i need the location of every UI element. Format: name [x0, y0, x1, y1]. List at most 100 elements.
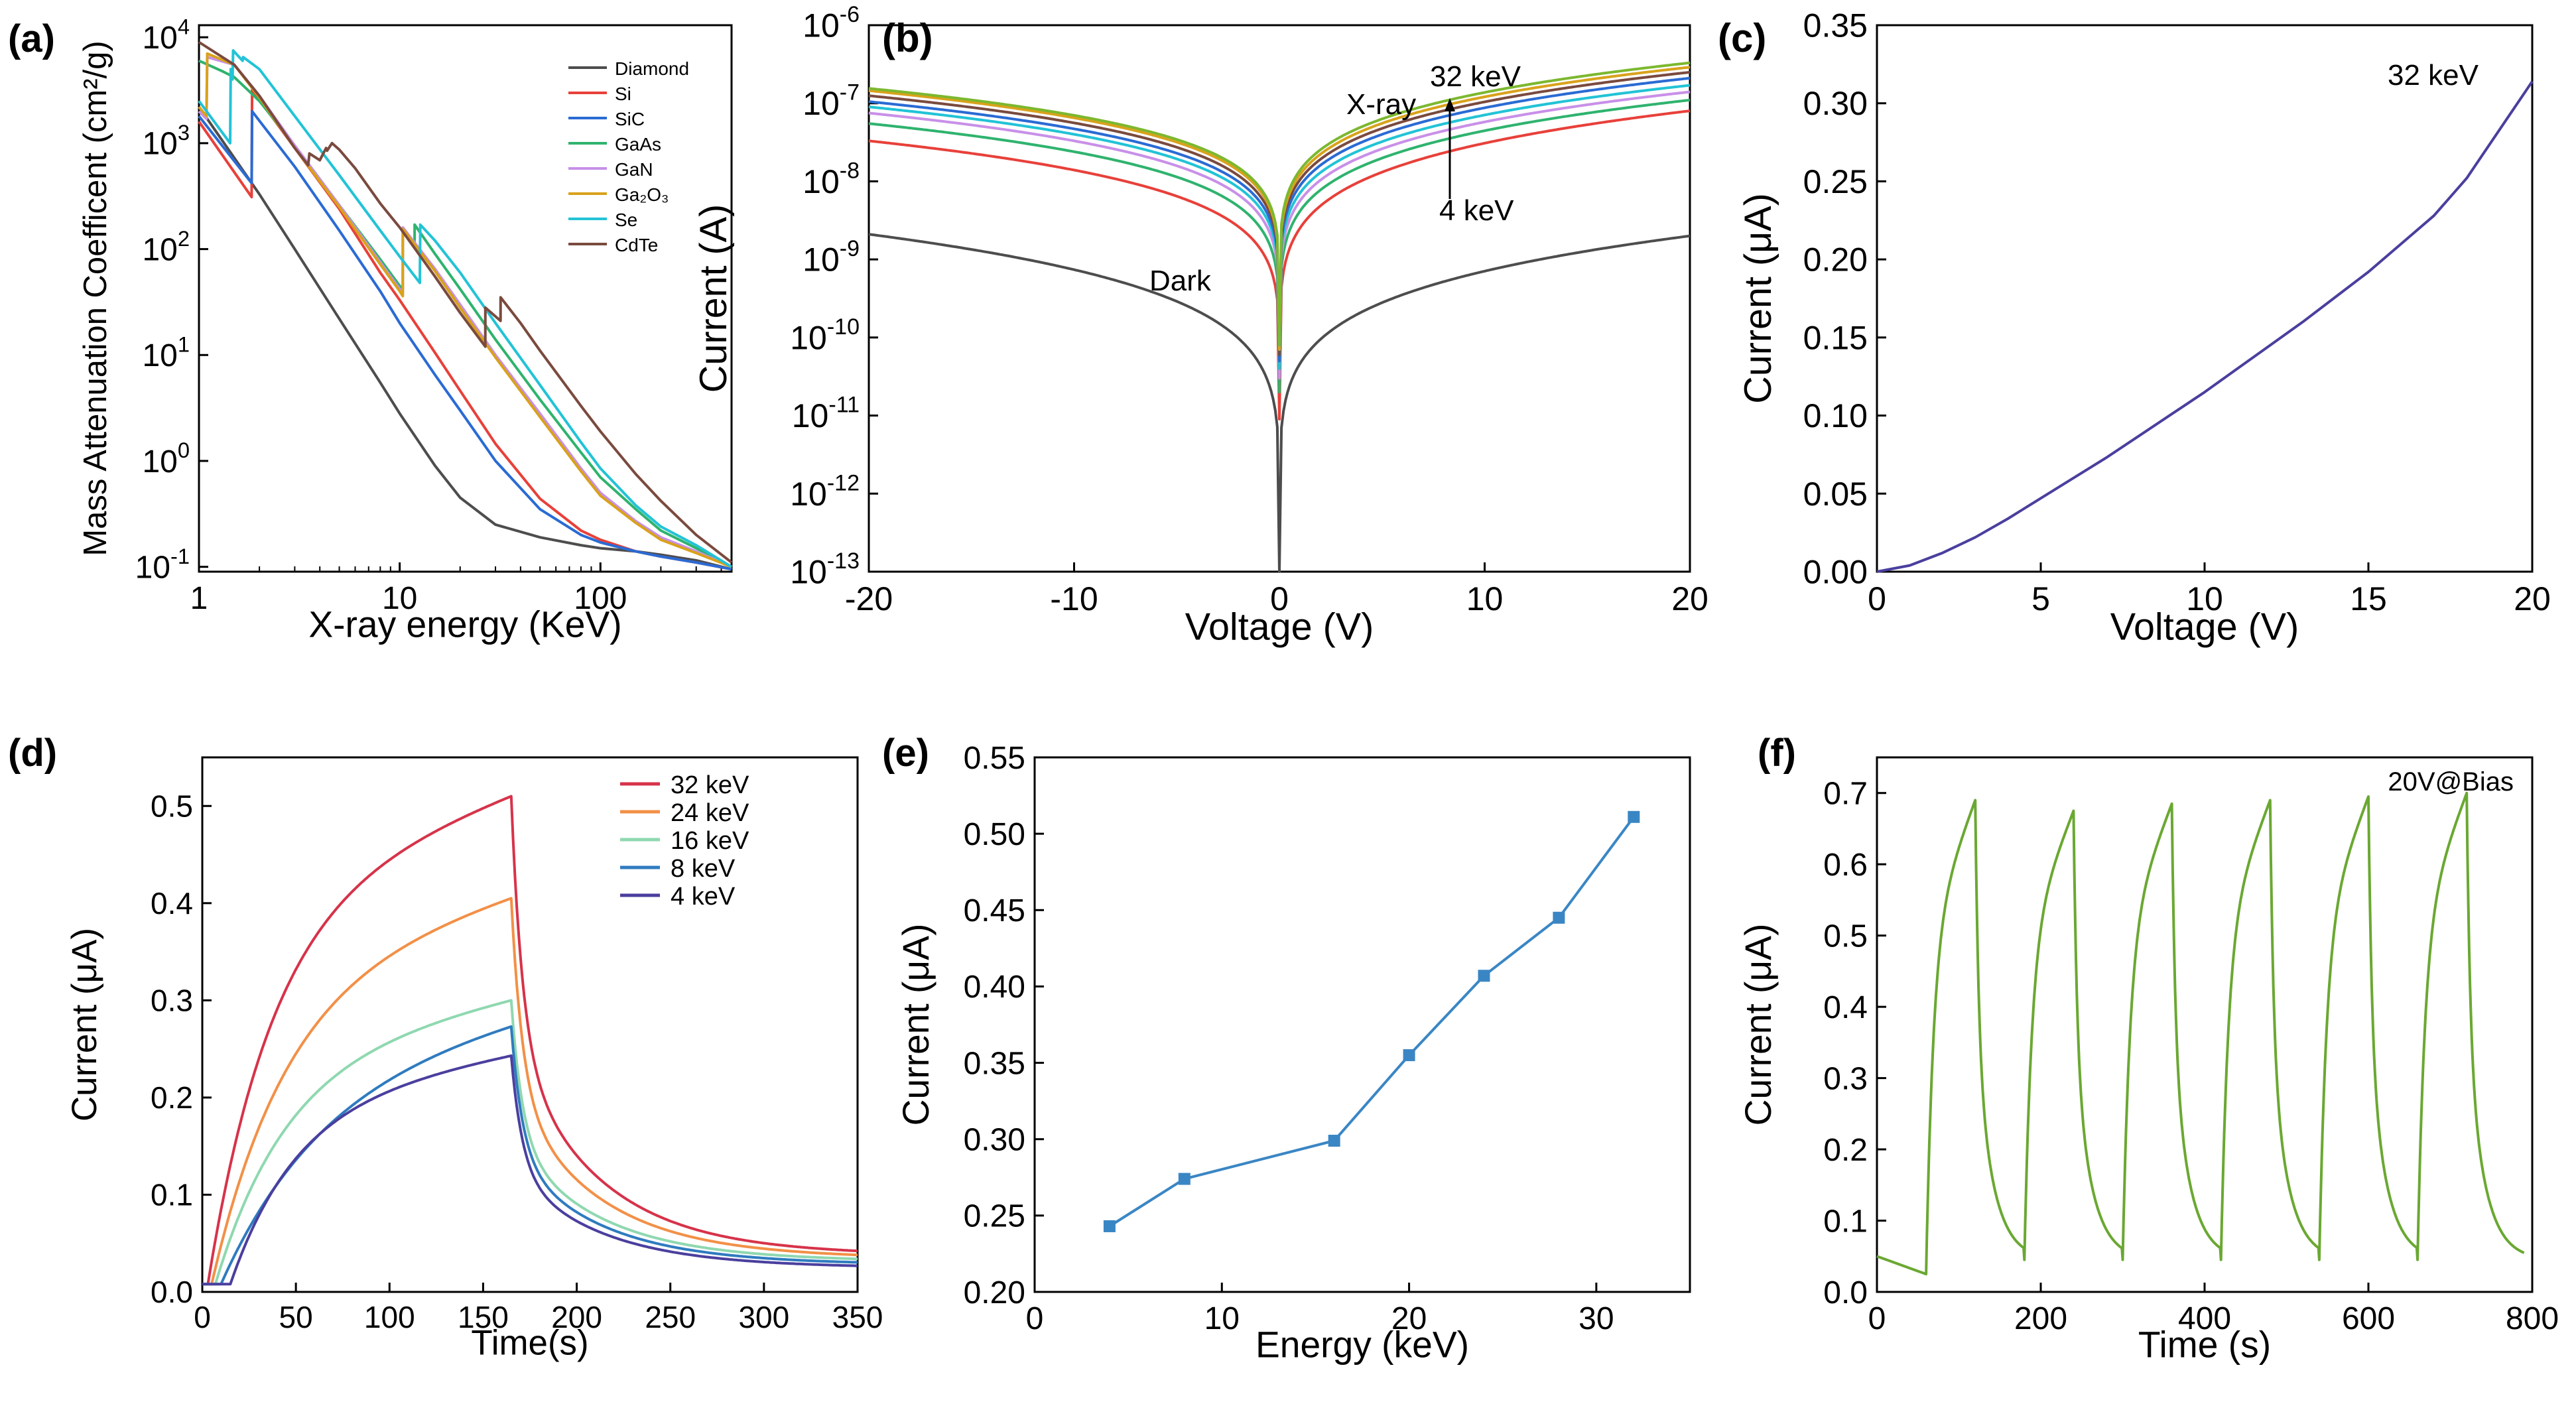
y-tick-label: 0.50: [964, 817, 1025, 852]
y-tick-label: 0.5: [151, 789, 193, 823]
y-tick-label: 0.1: [151, 1178, 193, 1212]
legend-label: Se: [615, 210, 637, 230]
series-line: [202, 1054, 858, 1286]
series-line: [868, 61, 1691, 347]
series-line-se: [198, 49, 733, 568]
y-tick-label: 0.25: [1803, 163, 1868, 200]
y-tick-label: 0.10: [1803, 397, 1868, 434]
legend-label: 32 keV: [671, 771, 749, 799]
y-tick-label: 0.3: [151, 983, 193, 1017]
panel-label: (b): [882, 16, 933, 60]
x-tick-label: 0: [1868, 580, 1886, 617]
series-line: [202, 999, 858, 1286]
x-tick-label: 15: [2350, 580, 2387, 617]
y-tick-label: 104: [142, 14, 190, 56]
y-tick-label: 0.20: [1803, 241, 1868, 279]
series-line: [202, 1025, 858, 1286]
y-tick-label: 10-1: [135, 544, 190, 586]
y-tick-label: 0.05: [1803, 476, 1868, 513]
x-tick-label: 200: [2014, 1301, 2067, 1336]
y-tick-label: 10-13: [790, 548, 860, 591]
x-tick-label: 800: [2506, 1301, 2559, 1336]
y-tick-label: 0.5: [1823, 919, 1868, 954]
x-tick-label: 10: [382, 581, 417, 616]
annotation-4kev: 4 keV: [1439, 194, 1514, 227]
x-axis-label: Energy (keV): [1256, 1324, 1469, 1365]
y-axis-label: Current (μA): [1738, 924, 1779, 1126]
y-tick-label: 10-7: [803, 80, 860, 123]
x-tick-label: 10: [1204, 1301, 1240, 1336]
x-axis-label: Voltage (V): [2110, 606, 2299, 649]
legend-label: Ga₂O₃: [615, 184, 669, 205]
panel-label: (a): [8, 17, 55, 60]
y-tick-label: 10-12: [790, 470, 860, 513]
x-tick-label: 100: [574, 581, 627, 616]
series-line: [868, 84, 1691, 370]
x-tick-label: 10: [2186, 580, 2223, 617]
panel-label: (d): [8, 732, 57, 775]
x-tick-label: 20: [2514, 580, 2551, 617]
y-tick-label: 0.6: [1823, 848, 1868, 883]
series-line-cdte: [198, 40, 733, 564]
series-line-32kev: [1876, 80, 2534, 573]
x-tick-label: 100: [364, 1300, 415, 1334]
x-axis-label: Time(s): [471, 1323, 588, 1362]
plot-frame: [201, 756, 859, 1293]
x-axis-label: Voltage (V): [1185, 606, 1374, 649]
y-axis-label: Mass Attenuation Coefficent (cm²/g): [78, 40, 113, 556]
y-tick-label: 0.1: [1823, 1204, 1868, 1239]
panel-c: (c) 0 5 10 15 20 0.00 0.05 0.10 0.15 0.20 0.25 0.30 0…: [1718, 7, 2551, 649]
series-line: [1108, 816, 1635, 1228]
annotation-xray: X-ray: [1346, 88, 1416, 121]
arrow-head: [1445, 98, 1455, 111]
x-tick-label: 1: [190, 581, 208, 616]
y-tick-label: 0.0: [151, 1275, 193, 1309]
legend-label: SiC: [615, 109, 645, 129]
y-tick-label: 101: [142, 332, 190, 373]
annotation-bias: 20V@Bias: [2388, 767, 2514, 797]
x-tick-label: 0: [194, 1300, 211, 1334]
data-point: [1403, 1049, 1415, 1062]
x-tick-label: 10: [1466, 580, 1504, 617]
legend-label: GaAs: [615, 134, 661, 155]
panel-label: (f): [1758, 732, 1796, 775]
series-line: [868, 90, 1691, 380]
y-tick-label: 10-6: [803, 2, 860, 44]
x-tick-label: 30: [1578, 1301, 1614, 1336]
data-point: [1553, 911, 1565, 924]
x-tick-label: -20: [845, 580, 893, 617]
y-axis-label: Current (μA): [65, 928, 104, 1121]
panel-b: (b) -20 -10 0 10 20 10-13 10-12 10-11 10-10 10-9 10…: [692, 2, 1708, 649]
y-tick-label: 0.7: [1823, 777, 1868, 812]
y-tick-label: 0.20: [964, 1275, 1025, 1310]
series-line: [868, 66, 1691, 351]
y-tick-label: 0.30: [1803, 85, 1868, 122]
series-line: [1876, 791, 2525, 1276]
y-tick-label: 0.3: [1823, 1061, 1868, 1096]
series-line-sic: [198, 109, 732, 571]
y-tick-label: 0.35: [1803, 7, 1868, 44]
panel-e: (e) 0 10 20 30 0.20 0.25 0.30 0.35 0.40 0.45 0.50 0.…: [882, 732, 1691, 1365]
data-point: [1328, 1135, 1340, 1147]
legend-label: 16 keV: [671, 827, 749, 855]
series-line: [202, 897, 858, 1286]
x-tick-label: 0: [1868, 1301, 1886, 1336]
x-tick-label: 200: [551, 1300, 602, 1334]
y-tick-label: 0.35: [964, 1046, 1025, 1081]
plot-frame: [1033, 756, 1691, 1293]
y-tick-label: 10-9: [803, 236, 860, 279]
x-axis-label: Time (s): [2138, 1324, 2271, 1365]
x-tick-label: 5: [2031, 580, 2050, 617]
plot-frame: [1876, 24, 2534, 573]
y-axis-label: Current (μA): [1737, 193, 1779, 404]
annotation-dark: Dark: [1149, 265, 1212, 297]
x-tick-label: 300: [738, 1300, 789, 1334]
x-tick-label: 250: [645, 1300, 696, 1334]
x-tick-label: 50: [279, 1300, 313, 1334]
data-point: [1628, 810, 1640, 823]
x-tick-label: 600: [2342, 1301, 2395, 1336]
x-tick-label: -10: [1050, 580, 1098, 617]
panel-label: (c): [1718, 16, 1766, 60]
y-tick-label: 10-10: [790, 314, 860, 357]
